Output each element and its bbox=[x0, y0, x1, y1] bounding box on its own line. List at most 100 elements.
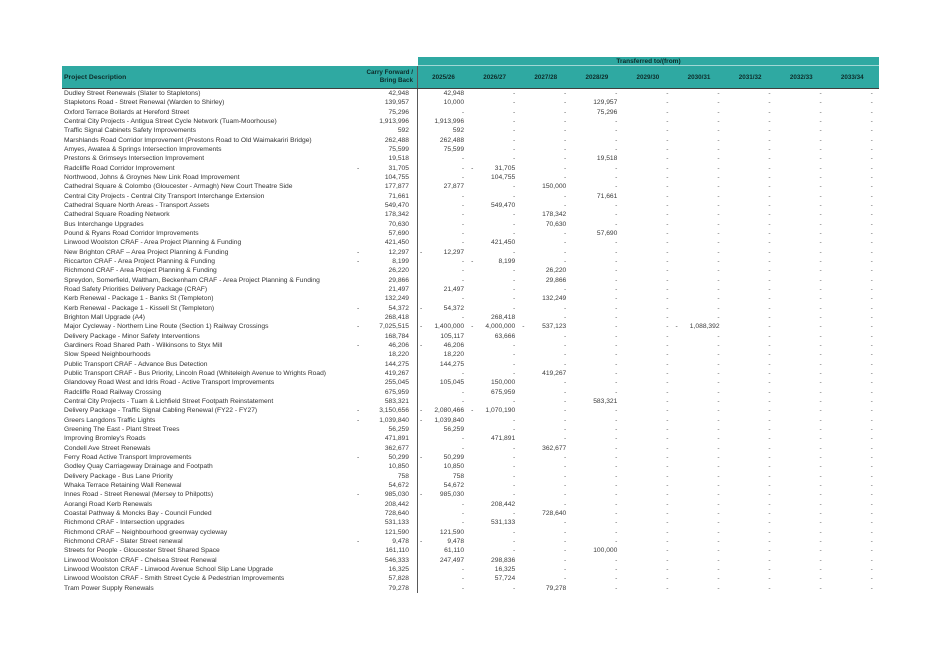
carry-forward-cell: 57,828 bbox=[355, 574, 417, 583]
cell-amount: 12,297 bbox=[443, 248, 465, 256]
year-value-cell: 75,599 bbox=[418, 145, 469, 154]
cell-amount: 132,249 bbox=[542, 295, 567, 303]
year-value-cell: 150,000 bbox=[469, 378, 520, 387]
year-value-cell: - bbox=[673, 276, 724, 285]
year-value-cell: - bbox=[469, 462, 520, 471]
zero-dash: - bbox=[717, 425, 720, 433]
project-name-cell: Tram Power Supply Renewals bbox=[64, 584, 154, 592]
year-value-cell: - bbox=[776, 257, 827, 266]
cell-amount: 104,755 bbox=[491, 174, 516, 182]
carry-forward-header-line1: Carry Forward / bbox=[366, 69, 413, 76]
year-value-cell: - 537,123 bbox=[520, 322, 571, 331]
table-row: Kerb Renewal - Package 1 - Kissell St (T… bbox=[62, 303, 879, 313]
cell-amount: 549,470 bbox=[491, 202, 516, 210]
year-value-cell: 61,110 bbox=[418, 546, 469, 555]
project-name-cell: Stapletons Road - Street Renewal (Warden… bbox=[64, 99, 225, 107]
column-separator bbox=[417, 564, 418, 575]
year-value-cell: - bbox=[622, 164, 673, 173]
year-value-cell: - bbox=[469, 266, 520, 275]
year-column-header: 2026/27 bbox=[483, 73, 507, 81]
table-row: Pound & Ryans Road Corridor Improvements… bbox=[62, 228, 879, 239]
project-name-cell: Public Transport CRAF - Advance Bus Dete… bbox=[64, 360, 208, 368]
year-value-cell: 57,724 bbox=[469, 574, 520, 583]
zero-dash: - bbox=[768, 481, 771, 489]
year-value-cell: - bbox=[622, 583, 673, 592]
column-separator bbox=[417, 294, 418, 304]
zero-dash: - bbox=[512, 584, 516, 592]
cell-amount: 2,080,466 bbox=[434, 407, 465, 415]
zero-dash: - bbox=[819, 388, 822, 396]
year-value-cell: - bbox=[827, 136, 878, 145]
cell-amount: 50,299 bbox=[443, 453, 465, 461]
year-value-cell: - bbox=[520, 415, 571, 424]
year-value-cell: - bbox=[776, 201, 827, 210]
year-value-cell: - bbox=[725, 154, 776, 163]
zero-dash: - bbox=[615, 425, 618, 433]
year-value-cell: 1,913,996 bbox=[418, 117, 469, 126]
table-row: Brighton Mall Upgrade (A4) 268,418 - 268,41… bbox=[62, 312, 879, 323]
negative-sign: - bbox=[357, 342, 360, 350]
zero-dash: - bbox=[512, 127, 516, 135]
zero-dash: - bbox=[819, 174, 822, 182]
column-separator bbox=[417, 191, 418, 201]
year-value-cell: - bbox=[673, 201, 724, 210]
column-separator bbox=[417, 387, 418, 397]
zero-dash: - bbox=[717, 453, 720, 461]
year-value-cell: - bbox=[725, 182, 776, 191]
zero-dash: - bbox=[768, 295, 771, 303]
year-value-cell: - bbox=[673, 248, 724, 257]
zero-dash: - bbox=[512, 276, 516, 284]
year-value-cell: - bbox=[827, 304, 878, 313]
zero-dash: - bbox=[461, 230, 465, 238]
zero-dash: - bbox=[512, 509, 516, 517]
cell-amount: 177,877 bbox=[384, 183, 409, 191]
zero-dash: - bbox=[768, 425, 771, 433]
project-name-cell: Cathedral Square North Areas - Transport… bbox=[64, 202, 210, 210]
project-name-cell: Central City Projects - Antigua Street C… bbox=[64, 118, 277, 126]
zero-dash: - bbox=[666, 192, 669, 200]
year-column-header: 2028/29 bbox=[585, 73, 609, 81]
year-value-cell: - bbox=[776, 322, 827, 331]
zero-dash: - bbox=[768, 547, 771, 555]
zero-dash: - bbox=[870, 416, 873, 424]
year-value-cell: - bbox=[827, 89, 878, 98]
year-value-cell: - bbox=[622, 443, 673, 452]
year-value-cell: - bbox=[725, 565, 776, 574]
table-row: Cathedral Square Roading Network 178,342 -… bbox=[62, 210, 879, 220]
carry-forward-cell: 583,321 bbox=[355, 397, 417, 406]
year-value-cell: - bbox=[571, 583, 622, 592]
year-value-cell: - bbox=[673, 434, 724, 443]
cell-amount: 985,030 bbox=[384, 491, 409, 499]
year-value-cell: - bbox=[827, 145, 878, 154]
carry-forward-cell: 728,640 bbox=[355, 509, 417, 518]
year-value-cell: - bbox=[776, 397, 827, 406]
zero-dash: - bbox=[768, 388, 771, 396]
negative-sign: - bbox=[357, 416, 360, 424]
zero-dash: - bbox=[717, 565, 720, 573]
year-value-cell: - bbox=[673, 565, 724, 574]
year-value-cell: - bbox=[827, 583, 878, 592]
year-value-cell: - bbox=[622, 154, 673, 163]
transferred-band-row: Transferred to/(from) bbox=[62, 57, 879, 66]
year-value-cell: - bbox=[571, 294, 622, 303]
cell-amount: 139,957 bbox=[384, 99, 409, 107]
carry-forward-cell: 56,259 bbox=[355, 425, 417, 434]
year-value-cell: - bbox=[520, 471, 571, 480]
year-value-cell: - bbox=[827, 294, 878, 303]
zero-dash: - bbox=[768, 435, 771, 443]
zero-dash: - bbox=[870, 463, 873, 471]
year-value-cell: - bbox=[827, 378, 878, 387]
zero-dash: - bbox=[666, 136, 669, 144]
year-value-cell: - bbox=[776, 89, 827, 98]
cell-amount: 7,025,515 bbox=[379, 323, 409, 331]
year-value-cell: - bbox=[725, 210, 776, 219]
zero-dash: - bbox=[768, 370, 771, 377]
carry-forward-cell: 421,450 bbox=[355, 238, 417, 247]
zero-dash: - bbox=[717, 211, 720, 219]
year-value-cell: - bbox=[827, 117, 878, 126]
year-value-cell: - bbox=[571, 257, 622, 266]
year-value-cell: - bbox=[469, 509, 520, 518]
year-value-cell: - bbox=[418, 369, 469, 378]
zero-dash: - bbox=[819, 136, 822, 144]
year-value-cell: - bbox=[725, 341, 776, 350]
